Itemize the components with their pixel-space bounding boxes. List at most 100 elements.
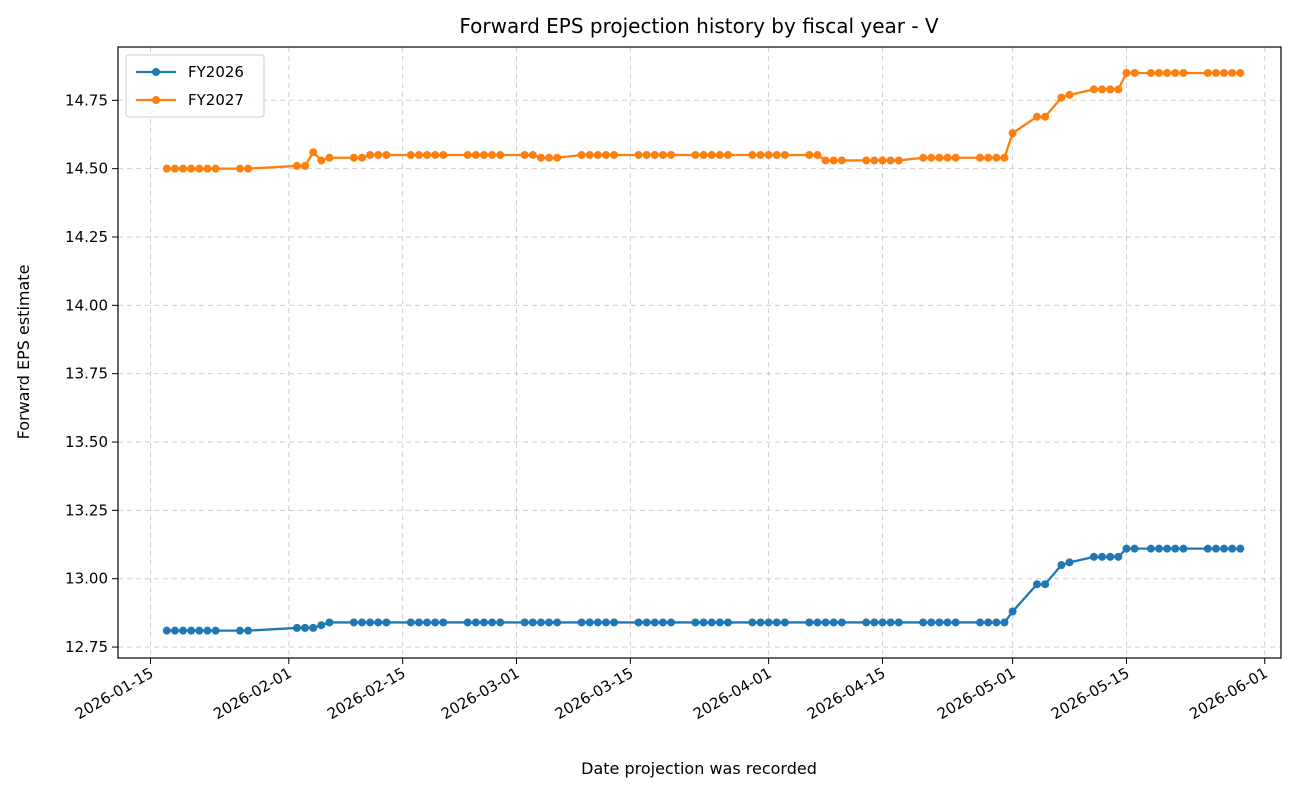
data-point-fy2026 [1065,558,1074,567]
y-tick-label: 13.00 [65,570,108,588]
data-point-fy2026 [301,623,310,632]
y-tick-label: 14.50 [65,160,108,178]
data-point-fy2027 [496,150,505,159]
data-point-fy2027 [406,150,415,159]
data-point-fy2027 [162,164,171,173]
data-point-fy2027 [179,164,188,173]
data-point-fy2027 [667,150,676,159]
data-point-fy2026 [1008,607,1017,616]
legend-marker-fy2026 [152,68,160,76]
x-tick-label: 2026-04-15 [804,664,889,723]
data-point-fy2026 [496,618,505,627]
data-point-fy2027 [211,164,220,173]
data-point-fy2027 [301,161,310,170]
data-point-fy2027 [1211,68,1220,77]
y-tick-label: 13.50 [65,433,108,451]
data-point-fy2027 [634,150,643,159]
data-point-fy2026 [1089,552,1098,561]
data-point-fy2026 [1098,552,1107,561]
data-point-fy2026 [162,626,171,635]
data-point-fy2026 [837,618,846,627]
data-point-fy2027 [837,156,846,165]
data-point-fy2027 [870,156,879,165]
data-point-fy2026 [1203,544,1212,553]
data-point-fy2026 [1155,544,1164,553]
data-point-fy2026 [1179,544,1188,553]
series-line-fy2026 [166,547,1241,632]
data-point-fy2026 [976,618,985,627]
chart-title: Forward EPS projection history by fiscal… [459,14,939,38]
data-point-fy2027 [244,164,253,173]
data-point-fy2026 [1220,544,1229,553]
data-point-fy2027 [1220,68,1229,77]
data-point-fy2027 [1033,112,1042,121]
data-point-fy2026 [829,618,838,627]
data-point-fy2026 [309,623,318,632]
data-point-fy2026 [1114,552,1123,561]
data-point-fy2027 [439,150,448,159]
data-point-fy2027 [585,150,594,159]
data-point-fy2026 [325,618,334,627]
y-tick-label: 13.25 [65,501,108,519]
x-tick-label: 2026-03-15 [552,664,637,723]
data-point-fy2026 [170,626,179,635]
data-point-fy2027 [423,150,432,159]
legend-label-fy2027: FY2027 [188,91,244,109]
data-point-fy2027 [577,150,586,159]
data-point-fy2026 [805,618,814,627]
data-point-fy2027 [309,148,318,157]
data-point-fy2027 [357,153,366,162]
data-point-fy2026 [1228,544,1237,553]
data-point-fy2026 [520,618,529,627]
data-point-fy2026 [488,618,497,627]
data-point-fy2027 [715,150,724,159]
data-point-fy2027 [170,164,179,173]
data-point-fy2026 [748,618,757,627]
x-tick-label: 2026-03-01 [438,664,523,723]
data-point-fy2026 [1130,544,1139,553]
data-point-fy2027 [805,150,814,159]
data-point-fy2027 [1000,153,1009,162]
data-point-fy2027 [382,150,391,159]
data-point-fy2027 [943,153,952,162]
y-axis-ticks: 12.75 13.00 13.25 13.50 13.75 14.00 14.25 14.50… [65,91,118,656]
data-point-fy2027 [813,150,822,159]
data-point-fy2027 [951,153,960,162]
data-point-fy2027 [748,150,757,159]
data-point-fy2026 [984,618,993,627]
data-point-fy2026 [601,618,610,627]
legend-box [125,54,265,118]
data-point-fy2026 [357,618,366,627]
data-point-fy2027 [1155,68,1164,77]
data-point-fy2027 [919,153,928,162]
data-point-fy2027 [479,150,488,159]
data-point-fy2027 [772,150,781,159]
data-point-fy2027 [1041,112,1050,121]
data-point-fy2026 [764,618,773,627]
data-point-fy2026 [577,618,586,627]
data-point-fy2026 [1211,544,1220,553]
data-point-fy2026 [235,626,244,635]
data-point-fy2027 [764,150,773,159]
y-tick-label: 12.75 [65,638,108,656]
data-point-fy2027 [1146,68,1155,77]
data-point-fy2027 [488,150,497,159]
y-tick-label: 14.00 [65,296,108,314]
series-line-fy2027 [166,71,1241,170]
data-point-fy2027 [650,150,659,159]
data-point-fy2027 [723,150,732,159]
data-point-fy2026 [723,618,732,627]
data-point-fy2027 [1089,85,1098,94]
data-point-fy2026 [878,618,887,627]
data-point-fy2026 [1146,544,1155,553]
data-point-fy2027 [601,150,610,159]
data-point-fy2027 [1236,68,1245,77]
data-point-fy2026 [382,618,391,627]
data-point-fy2026 [821,618,830,627]
data-point-fy2027 [699,150,708,159]
data-point-fy2026 [715,618,724,627]
data-point-fy2026 [650,618,659,627]
data-point-fy2026 [1000,618,1009,627]
data-point-fy2026 [886,618,895,627]
